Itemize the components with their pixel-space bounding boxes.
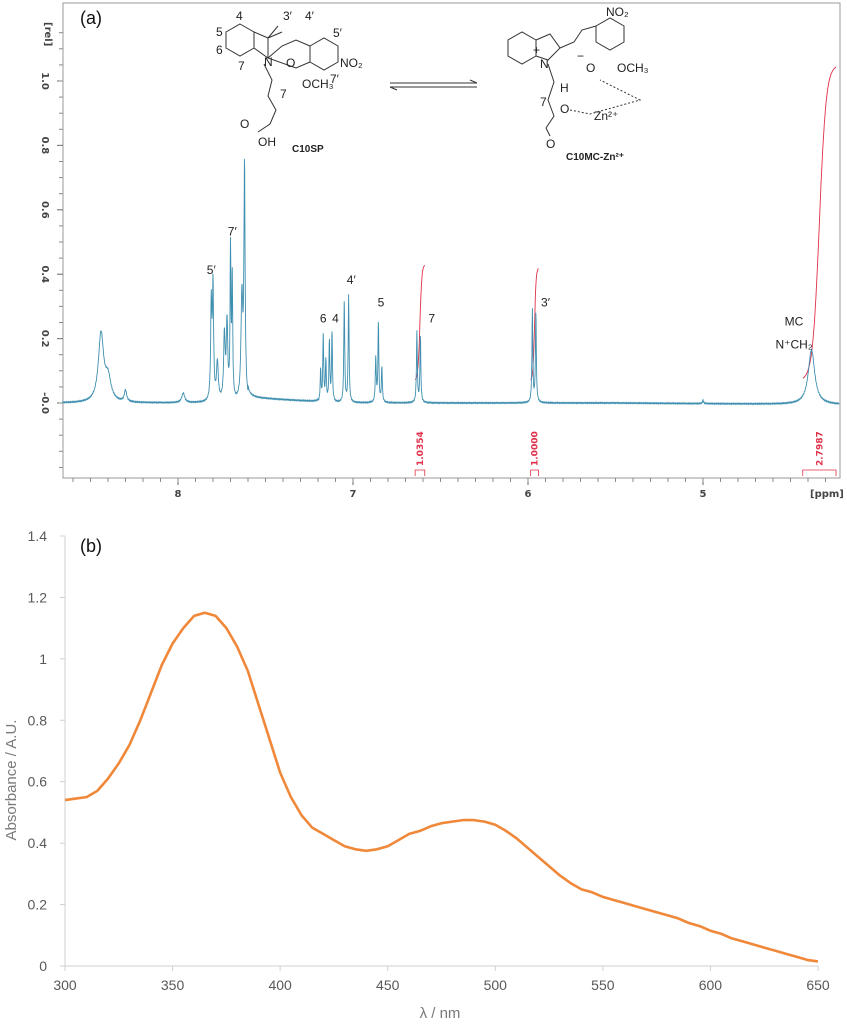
nmr-spectrum-chart: (a) [rel] [ppm] 8 7 6 51.00.80.60.40.2-0.0 … [39, 2, 844, 500]
structure-c10sp [225, 23, 339, 133]
c10mc-zn-name: C10MC-Zn²⁺ [566, 152, 624, 163]
structure-c10mc-zn [507, 17, 642, 137]
nmr-y-tick-label: 1.0 [39, 72, 50, 90]
uv-x-tick-label: 300 [53, 977, 77, 993]
methyl-groups [267, 25, 283, 39]
atom-label: H [560, 81, 569, 95]
uv-x-tick-label: 650 [806, 977, 830, 993]
uv-y-tick-label: 0.2 [28, 897, 48, 913]
nmr-y-tick-label: 0.6 [39, 201, 50, 219]
uv-y-tick-label: 1.4 [28, 528, 48, 544]
uv-vis-absorbance-chart: (b) Absorbance / A.U. λ / nm 300 350 400 45… [3, 528, 830, 1022]
equilibrium-arrows-icon [389, 79, 478, 91]
nmr-y-tick-label: 0.8 [39, 137, 50, 155]
atom-label: NO₂ [340, 56, 363, 70]
uv-x-tick-label: 500 [484, 977, 508, 993]
uv-x-tick-label: 600 [699, 977, 723, 993]
uv-y-tick-label: 1 [39, 651, 47, 667]
structure-c10sp-labels: 4 5 6 7 3′ 4′ 5′ 7′ N O NO₂ OCH₃ 7 O OH … [216, 9, 363, 155]
integral-value: 2.7987 [815, 431, 825, 466]
alkyl-chain [545, 63, 555, 137]
atom-label: OCH₃ [302, 77, 334, 91]
uv-y-tick-label: 0.6 [28, 774, 48, 790]
atom-label: − [577, 49, 584, 63]
integral-value: 1.0000 [531, 431, 541, 466]
benzene-ring [225, 23, 255, 57]
atom-label: + [533, 43, 540, 57]
peak-label: 3′ [541, 295, 551, 309]
integral-curve [802, 66, 837, 379]
atom-label: O [560, 102, 569, 116]
uv-y-tick-label: 1.2 [28, 589, 48, 605]
alkyl-chain [257, 63, 277, 133]
panel-label-b: (b) [80, 536, 102, 556]
atom-label: OH [258, 135, 276, 149]
atom-label: O [546, 137, 555, 151]
atom-label: 4′ [305, 9, 315, 23]
atom-label: N [540, 57, 549, 71]
peak-label: 7 [428, 312, 435, 326]
atom-label: 7′ [330, 72, 340, 86]
nmr-x-axis-label: [ppm] [810, 489, 844, 500]
nitro-benzene-ring [309, 37, 339, 71]
atom-label: Zn²⁺ [594, 109, 618, 123]
peak-label: 4 [332, 312, 339, 326]
atom-label: 3′ [283, 9, 293, 23]
uv-y-tick-label: 0.8 [28, 712, 48, 728]
uv-x-tick-label: 400 [268, 977, 292, 993]
peak-label: 7′ [228, 225, 238, 239]
absorbance-line [64, 611, 819, 963]
atom-label: O [586, 61, 595, 75]
nmr-x-tick-label: 8 [175, 489, 182, 500]
indolium-ring [535, 33, 561, 61]
integral-value: 1.0354 [416, 431, 426, 466]
phenolate-ring [595, 17, 625, 51]
atom-label: OCH₃ [617, 61, 649, 75]
nmr-y-tick-label: 0.2 [39, 330, 50, 348]
atom-label: 5 [216, 25, 223, 39]
atom-label: 4 [236, 9, 243, 23]
peak-label: N⁺CH₂ [776, 337, 813, 351]
peak-label: 4′ [347, 273, 357, 287]
atom-label: 6 [216, 43, 223, 57]
nmr-y-axis-label: [rel] [42, 22, 53, 46]
uv-y-tick-label: 0.4 [28, 835, 48, 851]
nmr-x-tick-label: 5 [700, 489, 707, 500]
atom-label: NO₂ [606, 5, 629, 19]
uv-x-tick-label: 550 [591, 977, 615, 993]
atom-label: 5′ [333, 26, 343, 40]
atom-label: N [264, 55, 273, 69]
benzene-ring [507, 31, 537, 65]
peak-label: 5′ [207, 263, 217, 277]
uv-x-tick-label: 350 [161, 977, 185, 993]
atom-label: O [286, 56, 295, 70]
peak-label: MC [785, 315, 804, 329]
peak-label: 6 [320, 312, 327, 326]
atom-label: 7 [280, 87, 287, 101]
integral-curve [414, 264, 426, 381]
uv-y-axis-label: Absorbance / A.U. [3, 720, 20, 841]
atom-label: 7 [238, 59, 245, 73]
structure-c10mc-zn-labels: NO₂ N + − O OCH₃ H O Zn²⁺ 7 O C10MC-Zn²⁺ [533, 5, 649, 163]
vinyl-bridge [559, 25, 597, 49]
c10sp-name: C10SP [292, 144, 324, 155]
atom-label: O [240, 117, 249, 131]
uv-x-axis-label: λ / nm [420, 1005, 461, 1022]
nmr-x-tick-label: 7 [350, 489, 357, 500]
peak-label: 5 [378, 295, 385, 309]
uv-x-tick-label: 450 [376, 977, 400, 993]
nmr-x-tick-label: 6 [525, 489, 532, 500]
integral-bracket [802, 469, 837, 476]
nmr-y-tick-label: 0.4 [39, 265, 50, 283]
nmr-spectrum-line [62, 158, 840, 406]
integral-bracket [530, 469, 539, 476]
nmr-y-tick-label: -0.0 [39, 392, 50, 414]
uv-y-tick-label: 0 [39, 958, 47, 974]
nmr-plot-frame [62, 2, 841, 479]
atom-label: 7 [540, 95, 547, 109]
integral-bracket [414, 469, 426, 476]
panel-label-a: (a) [80, 8, 102, 28]
